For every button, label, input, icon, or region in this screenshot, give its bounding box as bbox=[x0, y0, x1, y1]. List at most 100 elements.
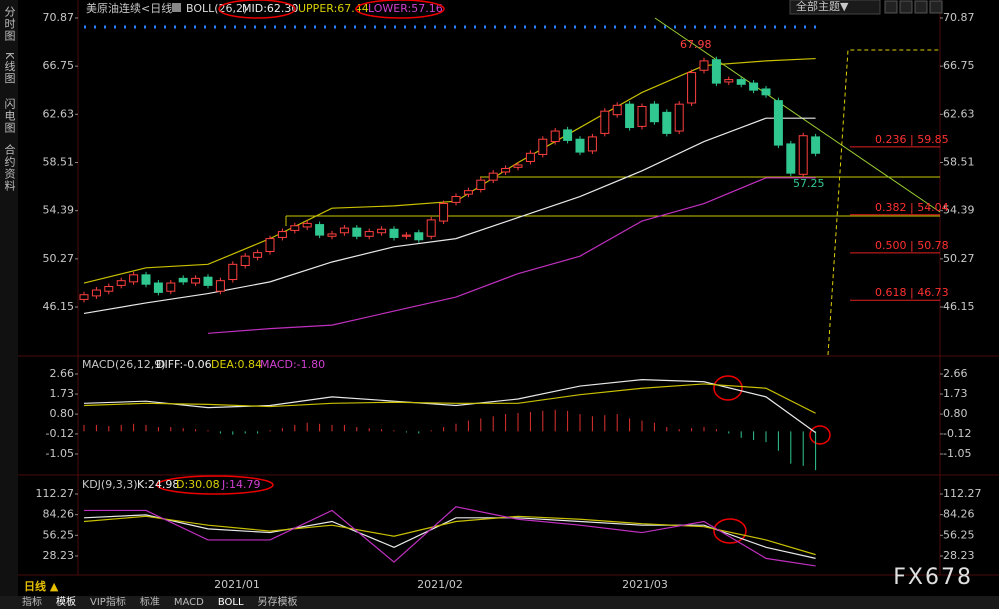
y-tick-label: 66.75 bbox=[943, 59, 975, 72]
y-tick-label: 1.73 bbox=[50, 387, 75, 400]
candle-body bbox=[377, 228, 387, 234]
projection-line bbox=[827, 49, 940, 356]
theme-selector[interactable]: 全部主题▼ bbox=[796, 0, 849, 13]
kdj-j: J:14.79 bbox=[221, 478, 260, 491]
candle-body bbox=[265, 238, 275, 252]
y-tick-label: 58.51 bbox=[43, 156, 75, 169]
trend-line bbox=[654, 17, 941, 213]
k-line bbox=[83, 514, 816, 559]
candle-body bbox=[476, 179, 486, 191]
candle-body bbox=[339, 227, 349, 234]
kdj-title: KDJ(9,3,3) bbox=[82, 478, 138, 491]
candle-body bbox=[649, 103, 659, 123]
candle-body bbox=[364, 231, 374, 237]
kdj-k: K:24.98 bbox=[137, 478, 179, 491]
mid-line bbox=[83, 117, 816, 315]
candle-body bbox=[389, 228, 399, 238]
footer-tab[interactable]: MACD bbox=[174, 597, 204, 608]
period[interactable]: 日线 ▲ bbox=[24, 579, 59, 593]
candle-body bbox=[575, 138, 585, 153]
candle-body bbox=[600, 110, 610, 134]
candle-body bbox=[191, 277, 201, 284]
fib-label: 0.500 | 50.78 bbox=[875, 239, 949, 252]
candle-body bbox=[426, 219, 436, 237]
candle-body bbox=[488, 172, 498, 181]
candle-body bbox=[662, 111, 672, 134]
lower-line bbox=[207, 177, 816, 334]
candle-body bbox=[91, 289, 101, 297]
footer-tab[interactable]: 另存模板 bbox=[258, 595, 298, 608]
icon bbox=[172, 3, 181, 12]
candle-body bbox=[773, 100, 783, 146]
macd-value: MACD:-1.80 bbox=[260, 358, 325, 371]
highlight-ellipses bbox=[156, 0, 831, 544]
candle-body bbox=[228, 263, 238, 281]
y-tick-label: 112.27 bbox=[36, 487, 75, 500]
window-buttons[interactable] bbox=[884, 0, 943, 14]
candle-body bbox=[302, 222, 312, 228]
candle-body bbox=[612, 104, 622, 116]
candle-body bbox=[749, 82, 759, 91]
side-tab[interactable]: 分时图 bbox=[3, 6, 16, 42]
y-tick-label: 56.25 bbox=[43, 528, 75, 541]
y-tick-label: 50.27 bbox=[943, 252, 975, 265]
y-tick-label: 62.63 bbox=[43, 107, 75, 120]
candle-body bbox=[116, 280, 126, 286]
y-tick-label: 28.23 bbox=[943, 549, 975, 562]
boll-lower: LOWER:57.16 bbox=[368, 2, 443, 15]
candle-body bbox=[451, 196, 461, 203]
side-tab[interactable]: 闪电图 bbox=[3, 97, 16, 134]
candle-body bbox=[141, 274, 151, 285]
y-tick-label: 56.25 bbox=[943, 528, 975, 541]
candle-body bbox=[513, 164, 523, 168]
footer-tab[interactable]: 指标 bbox=[22, 595, 42, 608]
x-label: 2021/03 bbox=[622, 578, 668, 591]
footer-bar bbox=[0, 596, 999, 609]
y-tick-label: 54.39 bbox=[43, 204, 75, 217]
candle-body bbox=[798, 135, 808, 175]
candle-body bbox=[240, 255, 250, 266]
candle-body bbox=[687, 72, 697, 104]
y-tick-label: 0.80 bbox=[943, 407, 968, 420]
low-annotation: 57.25 bbox=[793, 177, 825, 190]
candle-body bbox=[501, 167, 511, 173]
diff-line bbox=[83, 379, 816, 434]
candle-body bbox=[203, 276, 213, 286]
boll-upper: UPPER:67.44 bbox=[298, 2, 369, 15]
y-tick-label: 1.73 bbox=[943, 387, 968, 400]
y-tick-label: -0.12 bbox=[46, 427, 74, 440]
y-tick-label: 46.15 bbox=[43, 300, 75, 313]
candle-body bbox=[178, 277, 188, 283]
candle-body bbox=[811, 136, 821, 154]
y-tick-label: 50.27 bbox=[43, 252, 75, 265]
y-tick-label: 2.66 bbox=[50, 367, 75, 380]
x-label: 2021/01 bbox=[214, 578, 260, 591]
symbol: 美原油连续<日线> bbox=[86, 1, 181, 15]
y-tick-label: 66.75 bbox=[43, 59, 75, 72]
footer-tab[interactable]: VIP指标 bbox=[90, 595, 126, 608]
candle-body bbox=[786, 143, 796, 174]
candle-body bbox=[699, 60, 709, 71]
y-tick-label: 70.87 bbox=[943, 11, 975, 24]
j-line bbox=[84, 506, 816, 567]
side-tab[interactable]: 合约资料 bbox=[3, 143, 16, 192]
theme-button[interactable] bbox=[789, 0, 881, 15]
y-tick-label: 112.27 bbox=[943, 487, 982, 500]
side-tab[interactable]: K线图 bbox=[3, 52, 16, 84]
footer-tab[interactable]: BOLL bbox=[218, 597, 244, 608]
candle-body bbox=[637, 106, 647, 127]
candle-body bbox=[563, 129, 573, 141]
y-tick-label: 70.87 bbox=[43, 11, 75, 24]
y-tick-label: 28.23 bbox=[43, 549, 75, 562]
candle-body bbox=[315, 224, 325, 236]
candle-body bbox=[253, 252, 263, 258]
d-line bbox=[83, 515, 816, 556]
candle-body bbox=[525, 152, 535, 162]
boll-title: BOLL(26,2) bbox=[186, 2, 247, 15]
candle-body bbox=[724, 79, 734, 83]
candle-body bbox=[625, 103, 635, 129]
y-tick-label: 54.39 bbox=[943, 204, 975, 217]
footer-tab[interactable]: 标准 bbox=[140, 596, 160, 608]
footer-tab[interactable]: 模板 bbox=[56, 595, 76, 608]
